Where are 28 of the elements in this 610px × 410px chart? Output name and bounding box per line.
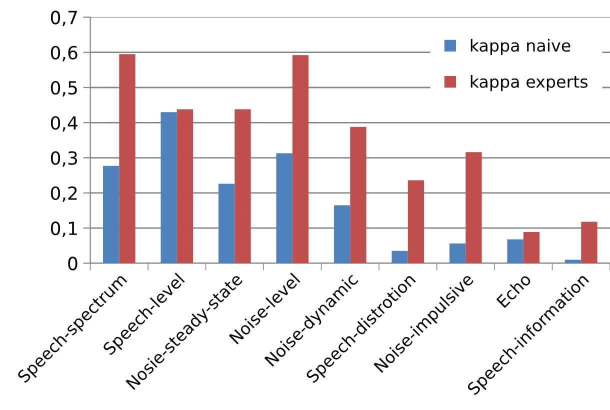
- y-tick-label: 0: [68, 256, 78, 270]
- bar: [507, 239, 524, 264]
- bar: [119, 54, 136, 264]
- bar: [449, 244, 466, 264]
- bar: [564, 260, 582, 264]
- y-tick-label: 0,4: [50, 116, 78, 132]
- bar: [392, 250, 408, 264]
- bar: [466, 152, 482, 264]
- y-tick-label: 0,3: [50, 151, 78, 167]
- y-tick-label: 0,1: [50, 222, 77, 238]
- bar: [523, 232, 540, 264]
- bar: [160, 112, 177, 264]
- bar: [350, 126, 366, 264]
- bar: [176, 109, 194, 264]
- y-tick-label: 0,5: [50, 80, 77, 96]
- legend-label: kappa experts: [470, 75, 588, 92]
- legend-label: kappa naive: [470, 38, 570, 56]
- y-tick-label: 0,7: [50, 10, 77, 26]
- bar: [102, 166, 120, 264]
- bar: [292, 55, 309, 264]
- bar: [218, 184, 235, 264]
- y-tick-label: 0,2: [50, 186, 77, 202]
- bar: [408, 180, 424, 264]
- bar: [581, 222, 598, 264]
- bar: [334, 205, 350, 264]
- bar: [276, 153, 292, 264]
- bar: [234, 109, 251, 264]
- y-tick-label: 0,6: [50, 46, 78, 62]
